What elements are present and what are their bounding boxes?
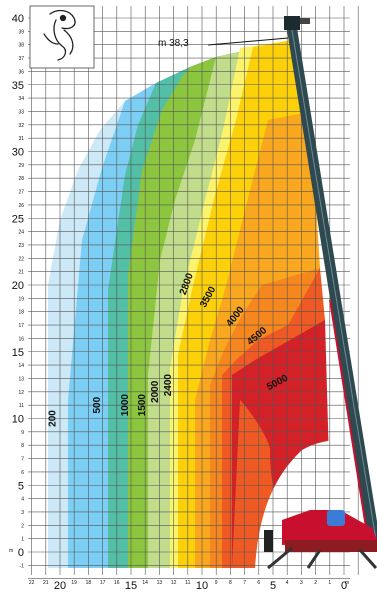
y-tick-label: 6 xyxy=(21,470,24,476)
y-tick-label: 29 xyxy=(18,163,24,169)
y-tick-label: 18 xyxy=(18,310,24,316)
boom-head xyxy=(284,16,300,30)
load-label-2000: 2000 xyxy=(150,380,161,403)
y-tick-label: 30 xyxy=(12,147,24,159)
y-tick-label: 23 xyxy=(18,243,24,249)
y-tick-label: 38 xyxy=(18,43,24,49)
turret xyxy=(282,510,377,545)
y-tick-label: 5 xyxy=(18,480,24,492)
chassis xyxy=(285,540,377,552)
boom-cylinder xyxy=(329,299,369,541)
x-tick-label: 19 xyxy=(71,580,77,586)
x-tick-label: 8 xyxy=(229,580,232,586)
boom-body xyxy=(287,28,377,548)
x-tick-label: 17 xyxy=(100,580,106,586)
x-tick-label: 9 xyxy=(215,580,218,586)
y-tick-label: 19 xyxy=(18,296,24,302)
y-tick-label: 26 xyxy=(18,203,24,209)
y-tick-label: 40 xyxy=(12,13,24,25)
x-tick-label: 18 xyxy=(86,580,92,586)
y-tick-label: 0 xyxy=(18,547,24,559)
y-tick-label: 9 xyxy=(21,430,24,436)
y-tick-label: 8 xyxy=(21,443,24,449)
y-tick-label: 10 xyxy=(12,414,24,426)
y-tick-label: 35 xyxy=(12,80,24,92)
x-tick-label: 2 xyxy=(314,580,317,586)
boom-highlight xyxy=(291,29,377,541)
x-tick-label: 12 xyxy=(171,580,177,586)
x-tick-label: 16 xyxy=(114,580,120,586)
y-tick-label: 31 xyxy=(18,136,24,142)
y-tick-label: 24 xyxy=(18,230,24,236)
y-unit-label: m xyxy=(9,548,13,554)
y-tick-label: 1 xyxy=(21,537,24,543)
x-tick-label: 15 xyxy=(125,580,137,592)
y-tick-label: 3 xyxy=(21,510,24,516)
x-tick-label: 14 xyxy=(142,580,148,586)
y-tick-label: 2 xyxy=(21,523,24,529)
y-axis-ticks: -101234567891011121314151617181920212223… xyxy=(12,13,24,569)
x-tick-label: 4 xyxy=(286,580,289,586)
y-tick-label: 39 xyxy=(18,29,24,35)
y-tick-label: 34 xyxy=(18,96,24,102)
x-tick-label: 11 xyxy=(185,580,190,586)
outrigger-right xyxy=(358,549,377,569)
x-tick-label: 20 xyxy=(54,580,66,592)
y-tick-label: -1 xyxy=(20,563,25,569)
grid xyxy=(28,6,359,580)
y-tick-label: 25 xyxy=(12,213,24,225)
y-tick-label: 32 xyxy=(18,123,24,129)
y-tick-label: 7 xyxy=(21,457,24,463)
y-tick-label: 37 xyxy=(18,56,24,62)
x-tick-label: 22 xyxy=(29,580,35,586)
load-zones xyxy=(48,40,360,568)
load-label-1500: 1500 xyxy=(137,394,148,417)
hook-block xyxy=(264,530,273,552)
boom-head-cap xyxy=(300,18,310,24)
y-tick-label: 28 xyxy=(18,176,24,182)
outrigger-mid xyxy=(306,549,322,569)
y-tick-label: 22 xyxy=(18,256,24,262)
max-height-leader xyxy=(207,37,289,46)
x-tick-label: 0 xyxy=(341,580,347,592)
x-tick-label: 6 xyxy=(257,580,260,586)
x-tick-label: 5 xyxy=(270,580,276,592)
y-tick-label: 14 xyxy=(18,363,24,369)
x-axis-ticks: 22 21 20 19 18 17 16 15 14 13 12 11 10 9 8 7 6 5 4 3 2 1 0 xyxy=(29,580,347,592)
y-tick-label: 12 xyxy=(18,390,24,396)
y-tick-label: 15 xyxy=(12,347,24,359)
y-tick-label: 36 xyxy=(18,69,24,75)
x-tick-label: 3 xyxy=(300,580,303,586)
logo-box xyxy=(29,5,95,69)
y-tick-label: 11 xyxy=(19,403,24,409)
logo-drawing xyxy=(43,9,76,61)
y-tick-label: 27 xyxy=(18,190,24,196)
cab-window xyxy=(327,510,345,526)
y-tick-label: 13 xyxy=(18,376,24,382)
y-tick-label: 4 xyxy=(21,497,24,503)
x-tick-label: 21 xyxy=(43,580,49,586)
load-label-1000: 1000 xyxy=(120,394,131,417)
y-tick-label: 21 xyxy=(18,270,24,276)
load-label-500: 500 xyxy=(92,396,103,413)
y-tick-label: 33 xyxy=(18,109,24,115)
y-tick-label: 16 xyxy=(18,336,24,342)
load-label-200: 200 xyxy=(48,410,59,427)
x-tick-label: 7 xyxy=(243,580,246,586)
x-tick-label: 10 xyxy=(196,580,208,592)
load-label-2400: 2400 xyxy=(163,374,174,397)
outrigger-left xyxy=(267,546,293,570)
x-unit-label: m xyxy=(345,580,349,586)
x-tick-label: 1 xyxy=(328,580,331,586)
max-height-label: m 38,3 xyxy=(158,38,189,49)
y-tick-label: 20 xyxy=(12,280,24,292)
crane-base xyxy=(264,510,377,570)
y-tick-label: 17 xyxy=(18,323,24,329)
telescopic-boom xyxy=(284,16,377,548)
x-tick-label: 13 xyxy=(157,580,163,586)
